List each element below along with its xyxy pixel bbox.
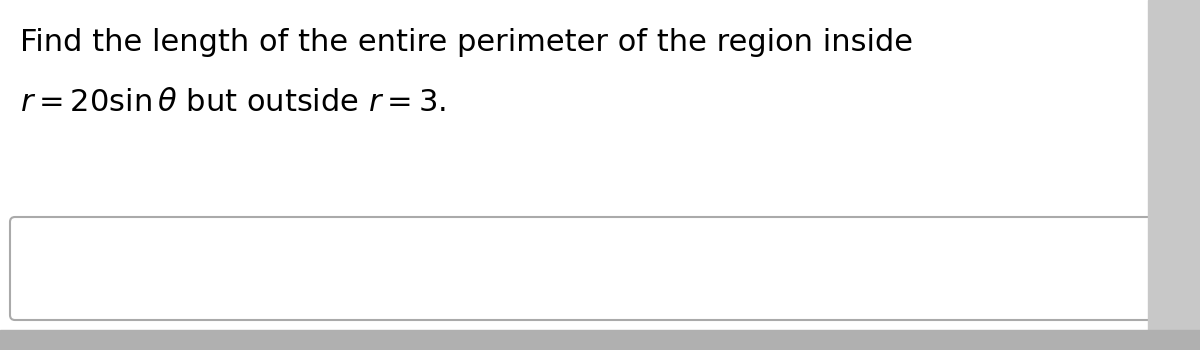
- FancyBboxPatch shape: [10, 217, 1153, 320]
- Text: $r = 20\sin\theta$ but outside $r = 3.$: $r = 20\sin\theta$ but outside $r = 3.$: [20, 88, 446, 117]
- Bar: [1148, 0, 1200, 350]
- Bar: [0, 330, 1200, 350]
- Text: Find the length of the entire perimeter of the region inside: Find the length of the entire perimeter …: [20, 28, 913, 57]
